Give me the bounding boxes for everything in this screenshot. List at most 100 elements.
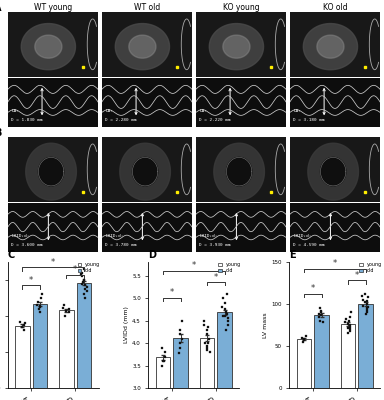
Point: [303, 333, 309, 339]
Title: KO old: KO old: [323, 3, 347, 12]
Point: [202, 340, 208, 346]
Point: [81, 291, 87, 298]
Text: LVID;d:: LVID;d:: [105, 234, 124, 238]
Bar: [102, 12, 192, 77]
Bar: [174, 338, 188, 400]
Bar: [290, 78, 380, 128]
Text: D: D: [149, 250, 157, 260]
Bar: [200, 338, 214, 400]
Point: [318, 309, 324, 316]
Point: [21, 327, 27, 334]
Text: B: B: [0, 128, 2, 138]
Point: [347, 326, 353, 332]
Polygon shape: [35, 35, 62, 58]
Point: [300, 339, 306, 345]
Point: [17, 319, 23, 325]
Bar: [341, 324, 355, 388]
Title: WT young: WT young: [34, 3, 72, 12]
Bar: [102, 203, 192, 252]
Point: [360, 302, 366, 309]
Text: *: *: [214, 273, 218, 282]
Point: [204, 346, 210, 353]
Text: LVID;d:: LVID;d:: [293, 234, 312, 238]
Polygon shape: [115, 24, 169, 70]
Point: [347, 328, 353, 334]
Point: [205, 340, 211, 346]
Point: [223, 326, 229, 333]
Y-axis label: LVIDd (mm): LVIDd (mm): [124, 306, 129, 344]
Point: [79, 270, 85, 276]
Point: [78, 270, 84, 277]
Text: *: *: [51, 258, 55, 267]
Point: [364, 298, 370, 305]
Point: [219, 304, 225, 310]
Bar: [196, 203, 286, 252]
Bar: [76, 283, 91, 388]
Point: [81, 266, 87, 272]
Bar: [290, 203, 380, 252]
Point: [159, 344, 165, 351]
Point: [66, 306, 72, 312]
Point: [347, 324, 353, 330]
Point: [160, 358, 166, 364]
Point: [301, 336, 307, 342]
Point: [364, 303, 371, 310]
Point: [83, 284, 89, 290]
Text: *: *: [354, 271, 359, 280]
Point: [364, 301, 370, 307]
Bar: [290, 137, 380, 202]
Point: [78, 273, 84, 280]
Point: [37, 304, 43, 310]
Point: [22, 320, 28, 326]
Title: KO young: KO young: [223, 3, 259, 12]
Point: [63, 308, 69, 314]
Point: [177, 344, 183, 351]
Legend: young, old: young, old: [359, 262, 382, 274]
Point: [348, 322, 354, 328]
Bar: [296, 339, 311, 388]
Point: [364, 309, 370, 316]
Point: [83, 286, 89, 292]
Point: [344, 324, 351, 331]
Point: [347, 314, 353, 320]
Polygon shape: [209, 24, 263, 70]
Point: [343, 316, 349, 322]
Point: [364, 305, 371, 312]
Text: LA:: LA:: [11, 109, 19, 113]
Point: [318, 308, 324, 314]
Point: [207, 349, 213, 355]
Polygon shape: [21, 24, 76, 70]
Text: D = 4.590 mm: D = 4.590 mm: [293, 243, 325, 247]
Bar: [8, 12, 98, 77]
Point: [19, 324, 25, 330]
Bar: [102, 78, 192, 128]
Text: D = 3.930 mm: D = 3.930 mm: [199, 243, 231, 247]
Text: LA:: LA:: [199, 109, 207, 113]
Point: [364, 294, 371, 300]
Text: D = 3.780 mm: D = 3.780 mm: [105, 243, 137, 247]
Text: *: *: [29, 276, 33, 285]
Point: [345, 321, 351, 327]
Point: [179, 335, 185, 342]
Point: [81, 277, 87, 283]
Point: [348, 309, 354, 316]
Point: [161, 358, 167, 364]
Bar: [290, 12, 380, 77]
Bar: [59, 310, 74, 388]
Point: [225, 322, 231, 328]
Point: [222, 299, 228, 306]
Polygon shape: [223, 35, 250, 58]
Point: [359, 292, 366, 299]
Point: [80, 279, 86, 285]
Point: [204, 343, 210, 349]
Polygon shape: [38, 158, 64, 186]
Point: [37, 309, 43, 316]
Text: D = 1.830 mm: D = 1.830 mm: [11, 118, 43, 122]
Point: [222, 306, 228, 312]
Polygon shape: [129, 35, 156, 58]
Point: [34, 302, 40, 308]
Polygon shape: [317, 35, 344, 58]
Polygon shape: [132, 158, 158, 186]
Polygon shape: [120, 143, 170, 200]
Polygon shape: [303, 24, 358, 70]
